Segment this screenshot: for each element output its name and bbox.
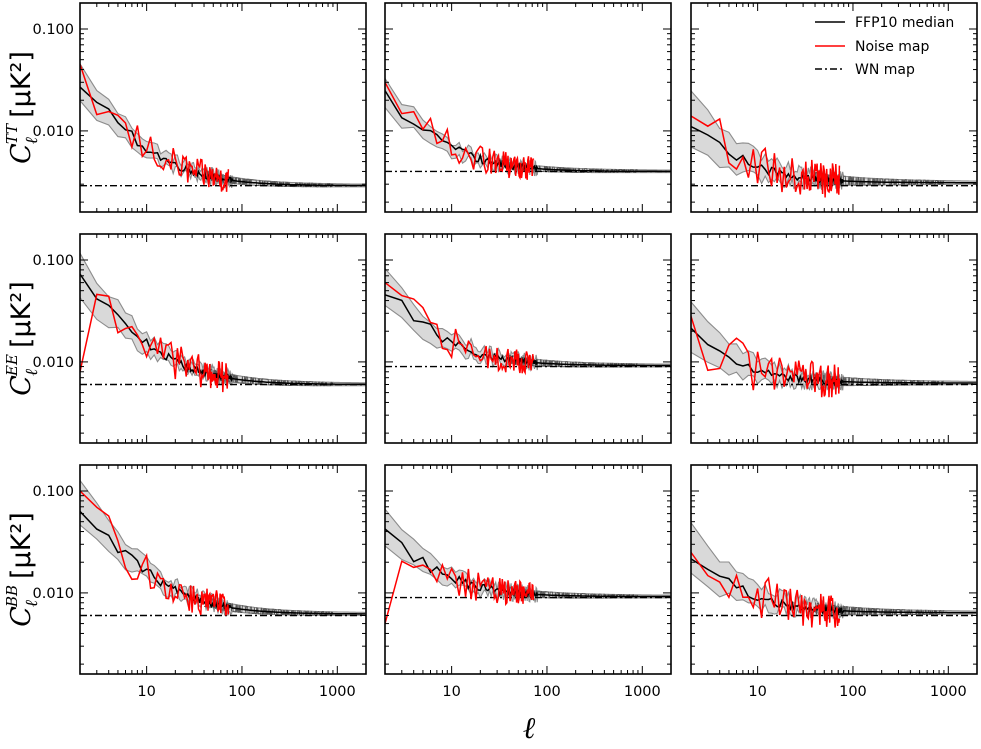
noise-map-line bbox=[385, 81, 535, 181]
median-line bbox=[385, 294, 671, 367]
panel-bb-3: 10 100 1000 bbox=[690, 464, 978, 700]
y-axis-label-units: [μK²] bbox=[6, 281, 37, 348]
panel-ee-3 bbox=[690, 233, 978, 444]
noise-map-line bbox=[80, 293, 229, 393]
panel-frame bbox=[79, 233, 367, 444]
band-fill bbox=[385, 78, 671, 177]
x-tick-label: 1000 bbox=[319, 684, 356, 700]
panel-tt-3 bbox=[690, 2, 978, 213]
x-tick-label: 100 bbox=[839, 684, 867, 700]
y-axis-label-symbol: C bbox=[6, 375, 37, 396]
legend-label-noise: Noise map bbox=[855, 39, 930, 55]
x-tick-label: 10 bbox=[442, 684, 460, 700]
band-lower bbox=[385, 545, 671, 603]
band-upper bbox=[385, 78, 671, 171]
x-tick-label: 1000 bbox=[930, 684, 967, 700]
x-tick-label: 10 bbox=[137, 684, 155, 700]
panel-plot-area bbox=[385, 508, 671, 624]
panel-plot-area bbox=[385, 78, 671, 181]
x-tick-label: 1000 bbox=[624, 684, 661, 700]
panel-plot-area bbox=[80, 252, 366, 393]
y-tick-label: 0.010 bbox=[32, 586, 74, 602]
panel-frame bbox=[79, 2, 367, 213]
y-axis-label-units: [μK²] bbox=[6, 512, 37, 579]
panel-frame bbox=[384, 464, 672, 675]
panel-plot-area bbox=[80, 480, 366, 617]
y-axis-label-sub: ℓ bbox=[22, 369, 42, 376]
y-axis-label-sub: ℓ bbox=[22, 137, 42, 144]
y-axis-label-text: CℓTT [μK²] bbox=[3, 51, 42, 164]
x-tick-label: 10 bbox=[748, 684, 766, 700]
y-axis-label-sub: ℓ bbox=[22, 600, 42, 607]
noise-map-line bbox=[385, 560, 535, 624]
panel-tt-2 bbox=[384, 2, 672, 213]
panel-plot-area bbox=[691, 90, 977, 198]
y-axis-label-sup: BB bbox=[3, 585, 21, 608]
panel-frame bbox=[690, 2, 978, 213]
panel-frame bbox=[384, 233, 672, 444]
y-tick-label: 0.100 bbox=[32, 484, 74, 500]
panel-plot-area bbox=[80, 63, 366, 192]
y-tick-label: 0.010 bbox=[32, 124, 74, 140]
y-axis-label-ee: CℓEE [μK²] bbox=[3, 281, 42, 395]
noise-map-line bbox=[80, 64, 230, 192]
noise-map-line bbox=[80, 490, 230, 616]
x-axis-label: ℓ bbox=[523, 711, 536, 746]
y-axis-label-text: CℓBB [μK²] bbox=[3, 512, 42, 627]
panel-frame bbox=[79, 464, 367, 675]
y-axis-label-symbol: C bbox=[6, 143, 37, 164]
band-fill bbox=[691, 522, 977, 620]
y-axis-label-sup: TT bbox=[3, 123, 21, 144]
band-upper bbox=[691, 301, 977, 383]
y-axis-label-sup: EE bbox=[3, 354, 21, 377]
noise-map-line bbox=[691, 115, 841, 198]
panel-bb-2: 10 100 1000 bbox=[384, 464, 672, 700]
band-upper bbox=[691, 90, 977, 183]
y-tick-label: 0.100 bbox=[32, 253, 74, 269]
median-line bbox=[80, 273, 366, 386]
y-axis-label-units: [μK²] bbox=[6, 51, 37, 118]
panel-ee-1: 0.010 0.100 bbox=[32, 233, 367, 444]
panel-plot-area bbox=[385, 268, 671, 376]
panel-tt-1: 0.010 0.100 bbox=[32, 2, 367, 213]
band-fill bbox=[691, 301, 977, 391]
ylabel-layer: CℓTT[μK²]CℓEE[μK²]CℓBB[μK²] bbox=[3, 51, 42, 627]
y-tick-label: 0.100 bbox=[32, 22, 74, 38]
noise-map-line bbox=[691, 316, 841, 398]
x-tick-label: 100 bbox=[228, 684, 256, 700]
noise-map-line bbox=[385, 282, 535, 376]
panel-frame bbox=[384, 2, 672, 213]
noise-map-line bbox=[691, 551, 841, 628]
median-line bbox=[691, 327, 977, 387]
band-fill bbox=[80, 253, 366, 387]
legend-label-wn: WN map bbox=[855, 62, 915, 78]
panel-bb-1: 10 100 1000 0.010 0.100 bbox=[32, 464, 367, 700]
y-axis-label-text: CℓEE [μK²] bbox=[3, 281, 42, 395]
panel-plot-area bbox=[691, 522, 977, 628]
y-axis-label-symbol: C bbox=[6, 606, 37, 627]
panel-ee-2 bbox=[384, 233, 672, 444]
legend: FFP10 median Noise map WN map bbox=[815, 15, 954, 78]
y-axis-label-bb: CℓBB [μK²] bbox=[3, 512, 42, 627]
median-line bbox=[80, 86, 366, 187]
y-axis-label-tt: CℓTT [μK²] bbox=[3, 51, 42, 164]
panel-plot-area bbox=[691, 301, 977, 398]
band-fill bbox=[80, 63, 366, 188]
panel-frame bbox=[690, 464, 978, 675]
legend-label-median: FFP10 median bbox=[855, 15, 954, 31]
panel-frame bbox=[690, 233, 978, 444]
y-tick-label: 0.010 bbox=[32, 355, 74, 371]
x-tick-label: 100 bbox=[533, 684, 561, 700]
